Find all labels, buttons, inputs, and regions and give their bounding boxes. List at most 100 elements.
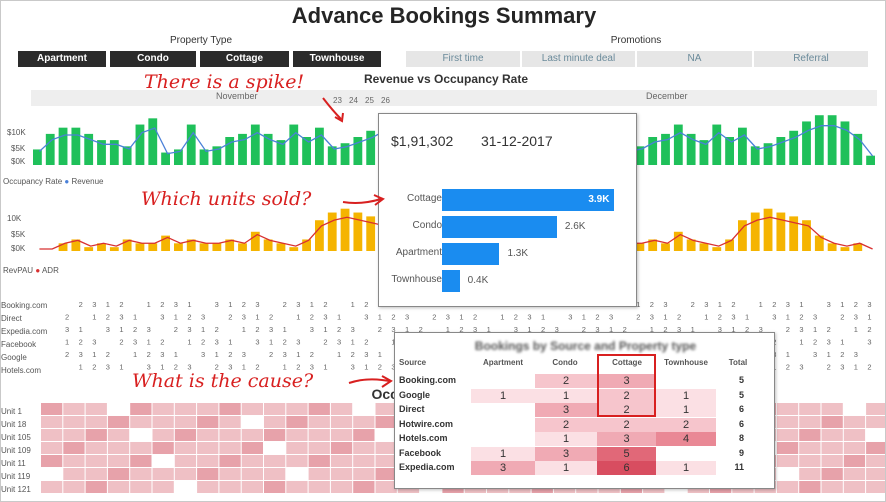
heatmap-cell[interactable] xyxy=(219,442,241,454)
heatmap-cell[interactable] xyxy=(63,468,85,480)
heatmap-cell[interactable] xyxy=(821,468,843,480)
heatmap-cell[interactable] xyxy=(174,442,197,454)
chart-bar[interactable] xyxy=(71,239,81,251)
matrix-cell-apartment[interactable]: 1 xyxy=(471,446,535,461)
chart-bar[interactable] xyxy=(315,220,324,251)
heatmap-cell[interactable] xyxy=(353,429,375,441)
chart-bar[interactable] xyxy=(212,146,222,165)
heatmap-cell[interactable] xyxy=(241,442,263,454)
chart-bar[interactable] xyxy=(161,152,170,165)
heatmap-cell[interactable] xyxy=(63,403,85,415)
chart-bar[interactable] xyxy=(327,146,337,165)
heatmap-cell[interactable] xyxy=(41,481,63,493)
heatmap-cell[interactable] xyxy=(241,481,263,493)
tooltip-bar[interactable] xyxy=(442,216,557,238)
matrix-cell-condo[interactable]: 1 xyxy=(535,461,597,475)
heatmap-cell[interactable] xyxy=(821,429,843,441)
chart-bar[interactable] xyxy=(289,247,299,251)
heatmap-cell[interactable] xyxy=(330,468,353,480)
heatmap-cell[interactable] xyxy=(286,416,308,428)
heatmap-cell[interactable] xyxy=(197,468,219,480)
chart-bar[interactable] xyxy=(366,130,376,165)
heatmap-cell[interactable] xyxy=(152,416,174,428)
chart-bar[interactable] xyxy=(327,212,337,251)
matrix-cell-condo[interactable]: 2 xyxy=(535,374,597,388)
chart-bar[interactable] xyxy=(673,124,683,165)
promo-last-minute[interactable]: Last minute deal xyxy=(522,51,635,67)
chart-bar[interactable] xyxy=(174,243,183,251)
chart-bar[interactable] xyxy=(763,143,773,165)
heatmap-cell[interactable] xyxy=(286,481,308,493)
matrix-cell-cottage[interactable]: 5 xyxy=(597,446,656,461)
chart-bar[interactable] xyxy=(238,243,247,251)
heatmap-cell[interactable] xyxy=(197,442,219,454)
chart-bar[interactable] xyxy=(315,127,324,165)
matrix-cell-townhouse[interactable]: 4 xyxy=(656,432,716,446)
chart-bar[interactable] xyxy=(802,121,811,165)
heatmap-cell[interactable] xyxy=(41,442,63,454)
chart-bar[interactable] xyxy=(340,208,350,251)
chart-bar[interactable] xyxy=(853,133,863,165)
heatmap-cell[interactable] xyxy=(843,468,866,480)
chart-bar[interactable] xyxy=(97,140,106,165)
chart-bar[interactable] xyxy=(161,235,170,251)
chart-bar[interactable] xyxy=(635,146,645,165)
heatmap-cell[interactable] xyxy=(130,403,152,415)
chart-bar[interactable] xyxy=(699,243,709,251)
chart-bar[interactable] xyxy=(71,127,81,165)
heatmap-cell[interactable] xyxy=(799,416,821,428)
heatmap-cell[interactable] xyxy=(866,455,886,467)
heatmap-cell[interactable] xyxy=(821,481,843,493)
chart-bar[interactable] xyxy=(263,133,273,165)
tooltip-bar[interactable] xyxy=(442,270,460,292)
matrix-cell-cottage[interactable]: 2 xyxy=(597,417,656,432)
chart-bar[interactable] xyxy=(712,124,722,165)
chart-bar[interactable] xyxy=(738,220,747,251)
chart-bar[interactable] xyxy=(750,212,760,251)
slicer-townhouse[interactable]: Townhouse xyxy=(293,51,381,67)
matrix-cell-condo[interactable]: 3 xyxy=(535,403,597,417)
heatmap-cell[interactable] xyxy=(85,442,107,454)
matrix-cell-cottage[interactable]: 2 xyxy=(597,388,656,403)
chart-bar[interactable] xyxy=(250,231,260,251)
heatmap-cell[interactable] xyxy=(197,403,219,415)
heatmap-cell[interactable] xyxy=(375,403,397,415)
heatmap-cell[interactable] xyxy=(85,416,107,428)
heatmap-cell[interactable] xyxy=(63,481,85,493)
heatmap-cell[interactable] xyxy=(375,468,397,480)
heatmap-cell[interactable] xyxy=(197,481,219,493)
heatmap-cell[interactable] xyxy=(776,403,799,415)
heatmap-cell[interactable] xyxy=(264,403,286,415)
chart-bar[interactable] xyxy=(109,140,119,165)
chart-bar[interactable] xyxy=(827,115,837,165)
chart-bar[interactable] xyxy=(750,146,760,165)
slicer-apartment[interactable]: Apartment xyxy=(18,51,106,67)
heatmap-cell[interactable] xyxy=(219,403,241,415)
heatmap-cell[interactable] xyxy=(308,468,330,480)
heatmap-cell[interactable] xyxy=(308,481,330,493)
heatmap-cell[interactable] xyxy=(866,442,886,454)
heatmap-cell[interactable] xyxy=(866,481,886,493)
heatmap-cell[interactable] xyxy=(866,416,886,428)
heatmap-cell[interactable] xyxy=(174,416,197,428)
heatmap-cell[interactable] xyxy=(776,481,799,493)
chart-bar[interactable] xyxy=(58,243,68,251)
heatmap-cell[interactable] xyxy=(174,468,197,480)
chart-bar[interactable] xyxy=(673,231,683,251)
heatmap-cell[interactable] xyxy=(241,455,263,467)
chart-bar[interactable] xyxy=(661,133,670,165)
heatmap-cell[interactable] xyxy=(63,442,85,454)
heatmap-cell[interactable] xyxy=(264,416,286,428)
promo-na[interactable]: NA xyxy=(637,51,752,67)
heatmap-cell[interactable] xyxy=(308,416,330,428)
matrix-cell-apartment[interactable]: 3 xyxy=(471,461,535,475)
heatmap-cell[interactable] xyxy=(174,403,197,415)
heatmap-cell[interactable] xyxy=(107,429,130,441)
chart-bar[interactable] xyxy=(186,124,196,165)
matrix-cell-condo[interactable]: 3 xyxy=(535,446,597,461)
heatmap-cell[interactable] xyxy=(85,481,107,493)
chart-bar[interactable] xyxy=(635,243,645,251)
heatmap-cell[interactable] xyxy=(197,429,219,441)
matrix-cell-cottage[interactable]: 3 xyxy=(597,374,656,388)
chart-bar[interactable] xyxy=(186,239,196,251)
